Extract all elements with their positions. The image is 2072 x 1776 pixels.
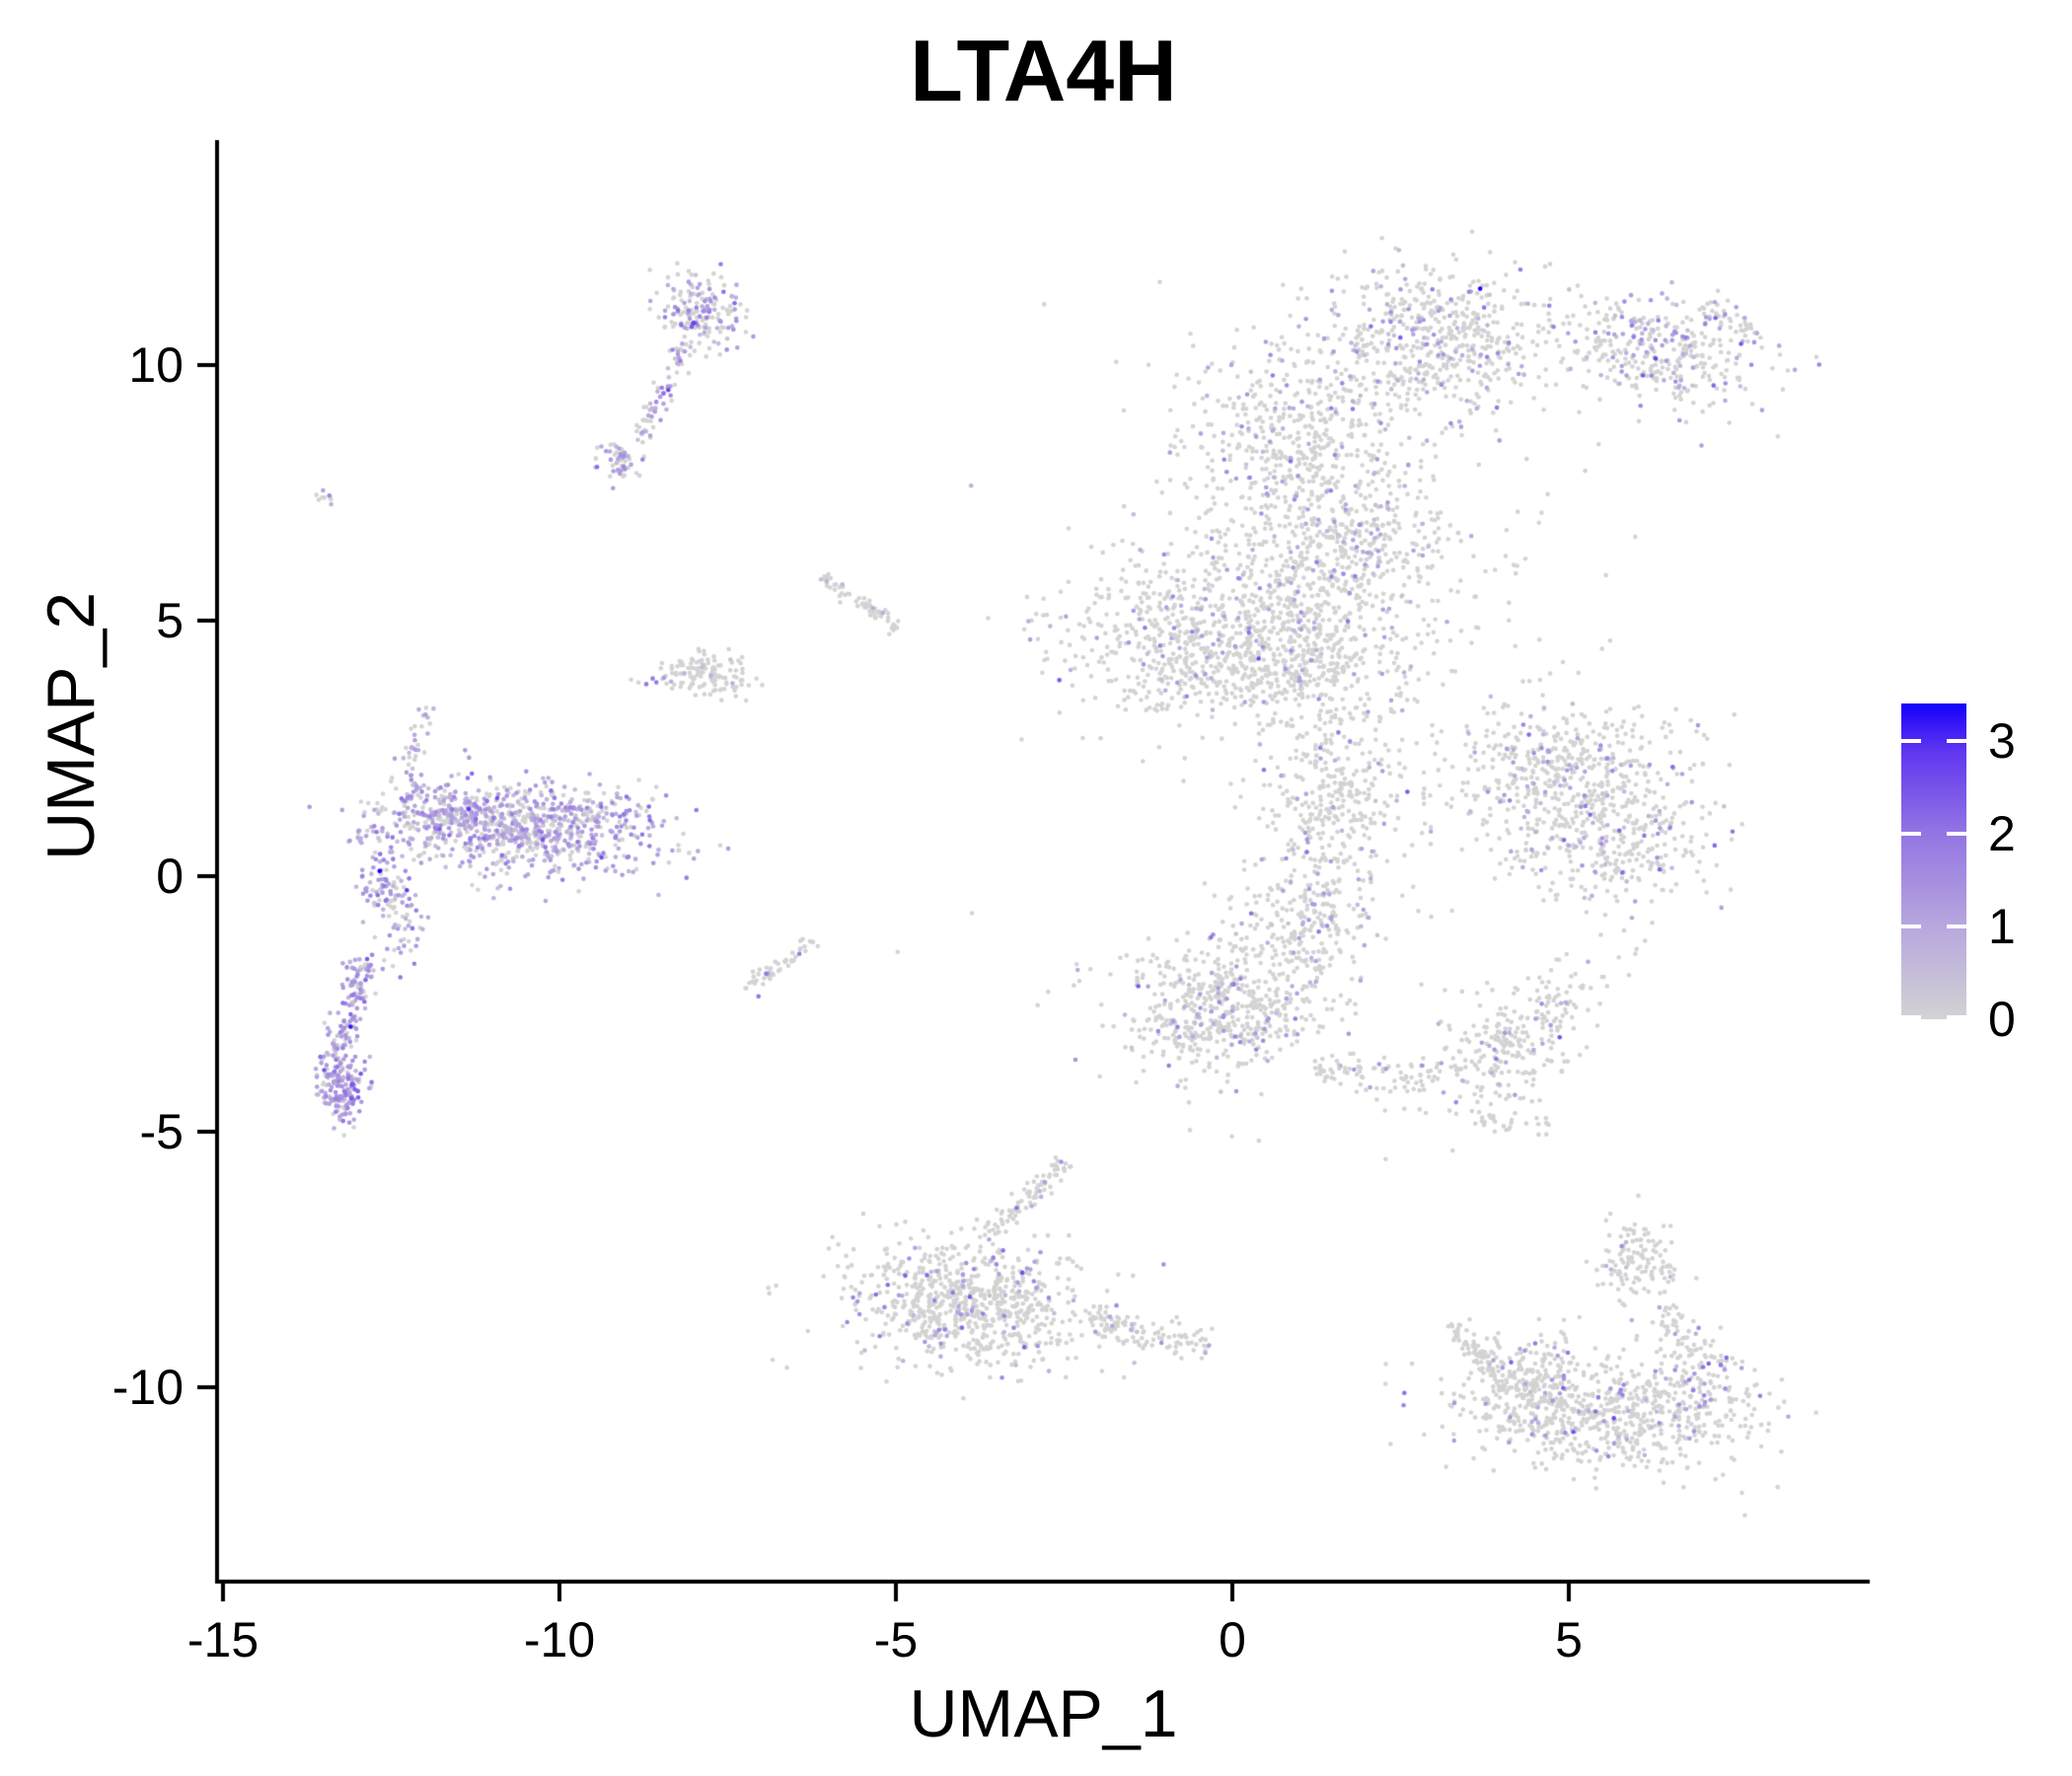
x-tick-label: 5 [1555,1612,1583,1667]
y-tick-label: 10 [128,337,184,393]
legend-tick-mark [1947,738,1966,743]
legend-tick-mark [1901,924,1921,928]
legend-colorbar [1901,703,1966,1019]
legend-tick-label: 2 [1988,805,2016,861]
legend-tick-mark [1901,738,1921,743]
x-tick-label: 0 [1219,1612,1246,1667]
plot-title: LTA4H [910,22,1177,119]
legend-tick-label: 0 [1988,992,2016,1047]
legend-tick-mark [1947,1015,1966,1019]
y-tick-label: -5 [139,1104,184,1159]
x-tick-label: -5 [873,1612,919,1667]
legend-tick-mark [1901,831,1921,836]
y-tick-label: 0 [156,849,184,904]
x-tick-label: -10 [523,1612,596,1667]
legend-tick-label: 1 [1988,898,2016,954]
legend-tick-mark [1947,831,1966,836]
x-axis-title: UMAP_1 [909,1676,1178,1751]
y-tick-label: -10 [111,1360,184,1415]
legend-tick-mark [1947,924,1966,928]
x-tick-label: -15 [186,1612,259,1667]
legend-tick-label: 3 [1988,712,2016,769]
legend-tick-mark [1901,1015,1921,1019]
y-tick-label: 5 [156,593,184,648]
